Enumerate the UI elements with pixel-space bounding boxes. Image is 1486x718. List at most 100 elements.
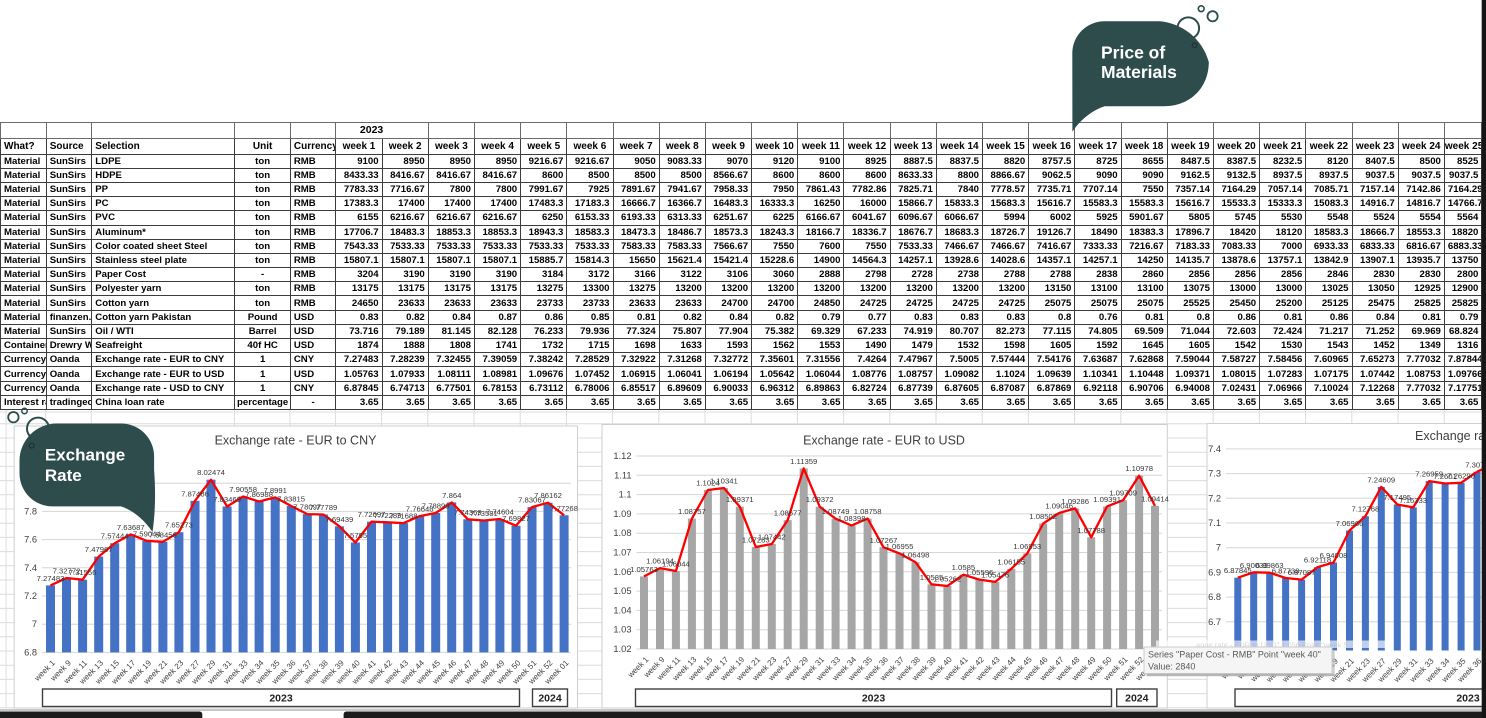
svg-text:2023: 2023 [862, 693, 886, 705]
svg-text:7.3: 7.3 [1208, 469, 1221, 479]
svg-text:2023: 2023 [269, 693, 293, 705]
svg-text:7.86988: 7.86988 [245, 490, 273, 499]
svg-text:1.06953: 1.06953 [1013, 542, 1041, 551]
svg-text:1.08757: 1.08757 [678, 507, 706, 516]
svg-text:1.07283: 1.07283 [742, 536, 770, 545]
svg-text:7.31556: 7.31556 [69, 568, 97, 577]
svg-text:7.8: 7.8 [24, 506, 37, 516]
svg-text:1.06155: 1.06155 [997, 557, 1025, 566]
svg-text:6.8: 6.8 [24, 647, 37, 657]
svg-text:1.08: 1.08 [613, 528, 631, 538]
svg-text:1.10978: 1.10978 [1125, 464, 1153, 473]
svg-text:7.24609: 7.24609 [1367, 475, 1395, 484]
svg-text:1.09372: 1.09372 [806, 495, 834, 504]
svg-text:2024: 2024 [1125, 693, 1149, 705]
svg-text:7.86162: 7.86162 [534, 491, 562, 500]
svg-text:1.06955: 1.06955 [886, 542, 914, 551]
svg-text:1.1024: 1.1024 [696, 479, 720, 488]
svg-text:7.90558: 7.90558 [229, 485, 257, 494]
svg-text:7.06966: 7.06966 [1336, 519, 1364, 528]
svg-text:1.07788: 1.07788 [1077, 526, 1105, 535]
svg-text:8.02474: 8.02474 [197, 468, 226, 477]
svg-text:7.864: 7.864 [442, 491, 462, 500]
svg-text:7: 7 [1216, 543, 1221, 553]
svg-text:1.05763: 1.05763 [630, 565, 658, 574]
svg-text:7.17495: 7.17495 [1383, 493, 1411, 502]
svg-text:7.87486: 7.87486 [181, 489, 209, 498]
svg-text:1.07442: 1.07442 [758, 533, 786, 542]
svg-text:7.69439: 7.69439 [326, 515, 354, 524]
svg-text:7.83815: 7.83815 [277, 495, 305, 504]
svg-text:7.27483: 7.27483 [37, 574, 65, 583]
svg-text:7.4: 7.4 [24, 563, 37, 573]
svg-text:1.06: 1.06 [613, 567, 631, 577]
svg-text:2024: 2024 [538, 693, 562, 705]
svg-text:6.94008: 6.94008 [1320, 551, 1348, 560]
svg-text:6.90033: 6.90033 [1240, 561, 1268, 570]
svg-text:1.07267: 1.07267 [870, 536, 898, 545]
svg-text:1.11359: 1.11359 [790, 457, 817, 466]
svg-text:1.08677: 1.08677 [774, 509, 802, 518]
svg-text:1.09709: 1.09709 [1109, 489, 1137, 498]
svg-text:7.12768: 7.12768 [1352, 505, 1380, 514]
svg-text:7.2: 7.2 [24, 591, 37, 601]
svg-text:Value: 2840: Value: 2840 [1148, 661, 1195, 671]
svg-text:7.47967: 7.47967 [85, 545, 113, 554]
svg-text:1.09: 1.09 [613, 509, 631, 519]
svg-text:1.0535: 1.0535 [920, 573, 944, 582]
svg-text:1.09046: 1.09046 [1045, 502, 1073, 511]
svg-text:7.69827: 7.69827 [502, 514, 530, 523]
svg-text:7.78097: 7.78097 [293, 503, 321, 512]
svg-text:7.58456: 7.58456 [149, 530, 177, 539]
svg-text:7.6: 7.6 [24, 535, 37, 545]
svg-text:7.83067: 7.83067 [518, 496, 546, 505]
svg-text:1.02: 1.02 [613, 644, 631, 654]
svg-text:7.83469: 7.83469 [213, 495, 241, 504]
svg-text:1.06498: 1.06498 [902, 551, 930, 560]
svg-text:1.10341: 1.10341 [710, 477, 738, 486]
svg-text:1.1: 1.1 [619, 490, 632, 500]
svg-text:7.63687: 7.63687 [117, 523, 145, 532]
svg-text:1.09286: 1.09286 [1061, 497, 1089, 506]
svg-text:6.8: 6.8 [1208, 592, 1221, 602]
svg-text:7.76648: 7.76648 [406, 505, 434, 514]
svg-text:Materials: Materials [1101, 62, 1177, 82]
svg-text:7.77789: 7.77789 [310, 503, 338, 512]
svg-text:1.09371: 1.09371 [726, 495, 754, 504]
svg-text:7.2: 7.2 [1208, 493, 1221, 503]
svg-text:7.72697: 7.72697 [358, 510, 386, 519]
svg-text:1.05: 1.05 [613, 586, 631, 596]
svg-text:Exchange: Exchange [45, 446, 125, 465]
svg-text:Price of: Price of [1101, 43, 1165, 63]
svg-text:7.73581: 7.73581 [470, 509, 498, 518]
svg-text:1.06044: 1.06044 [662, 560, 691, 569]
svg-text:Exchange rate - USD to CNY: Exchange rate - USD to CNY [1415, 429, 1486, 443]
svg-text:Exchange rate - EUR to USD: Exchange rate - EUR to USD [803, 434, 965, 448]
svg-text:2023: 2023 [1456, 693, 1480, 705]
svg-text:1.04: 1.04 [613, 605, 631, 615]
svg-text:7.4: 7.4 [1208, 444, 1221, 454]
svg-text:6.87739: 6.87739 [1272, 567, 1300, 576]
svg-text:7.1: 7.1 [1208, 518, 1221, 528]
svg-text:7.65273: 7.65273 [165, 521, 193, 530]
svg-text:7: 7 [32, 619, 37, 629]
svg-text:7.77268: 7.77268 [550, 504, 578, 513]
svg-text:1.12: 1.12 [613, 451, 631, 461]
svg-text:1.05596: 1.05596 [966, 568, 994, 577]
svg-text:7.3073: 7.3073 [1465, 460, 1486, 469]
svg-text:1.03: 1.03 [613, 625, 631, 635]
svg-text:Series "Paper Cost - RMB" Poi: Series "Paper Cost - RMB" Point "week 40… [1148, 650, 1321, 660]
svg-text:1.07: 1.07 [613, 548, 631, 558]
svg-text:7.8991: 7.8991 [263, 486, 287, 495]
svg-text:1.08398: 1.08398 [838, 514, 866, 523]
svg-text:7.32772: 7.32772 [53, 567, 81, 576]
svg-text:7.16333: 7.16333 [1399, 496, 1427, 505]
svg-text:7.2601: 7.2601 [1433, 472, 1457, 481]
svg-text:ange rate - EUR to USD" 1.056: ange rate - EUR to USD" 1.056 Point "wee… [1196, 641, 1348, 650]
svg-text:1.06194: 1.06194 [646, 557, 675, 566]
svg-text:1.11: 1.11 [614, 470, 631, 480]
svg-text:7.59044: 7.59044 [133, 529, 162, 538]
svg-text:7.71688: 7.71688 [390, 512, 418, 521]
svg-text:6.87087: 6.87087 [1288, 568, 1316, 577]
svg-text:6.92118: 6.92118 [1304, 556, 1331, 565]
